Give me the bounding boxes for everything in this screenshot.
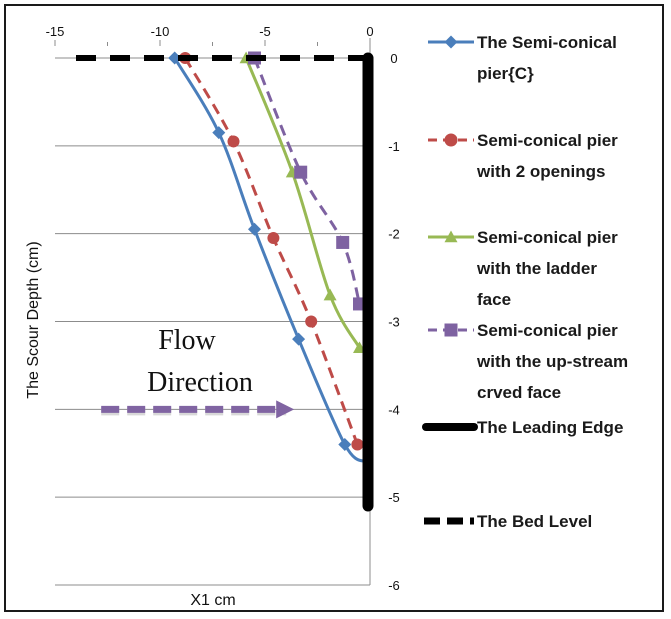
y-tick-label: -2: [388, 227, 400, 242]
x-tick-label: -10: [151, 24, 170, 39]
legend-item-5: The Leading Edge: [422, 418, 623, 437]
flow-arrow: [101, 400, 295, 419]
flow-annotation-line1: Flow: [158, 325, 216, 356]
data-point-diamond: [444, 35, 458, 49]
legend-label: pier{C}: [477, 64, 534, 83]
y-axis-title: The Scour Depth (cm): [25, 241, 42, 398]
x-tick-label: 0: [366, 24, 373, 39]
legend-label: The Bed Level: [477, 512, 592, 531]
y-tick-labels: 0 -1 -2 -3 -4 -5 -6: [388, 51, 400, 593]
data-point-circle: [305, 315, 318, 328]
series-layer: [76, 51, 374, 512]
data-point-square: [444, 323, 458, 337]
y-tick-label: -5: [388, 490, 400, 505]
data-point-square: [294, 165, 308, 179]
legend-item-1: The Semi-conical pier{C}: [428, 33, 617, 83]
legend-label: with the ladder: [476, 259, 597, 278]
data-point-diamond: [168, 51, 182, 65]
series-line: [244, 57, 361, 349]
data-point-circle: [227, 135, 240, 148]
x-tick-label: -5: [259, 24, 271, 39]
x-axis-title: X1 cm: [190, 592, 235, 609]
legend-label: with the up-stream: [476, 352, 628, 371]
legend: The Semi-conical pier{C} Semi-conical pier…: [422, 33, 628, 531]
legend-label: Semi-conical pier: [477, 228, 618, 247]
legend-label: with 2 openings: [476, 162, 605, 181]
data-point-diamond: [338, 437, 352, 451]
data-point-triangle: [444, 230, 458, 243]
legend-label: crved face: [477, 383, 561, 402]
data-point-diamond: [212, 126, 226, 140]
legend-label: The Leading Edge: [477, 418, 623, 437]
x-tick-labels: -15 -10 -5 0: [46, 24, 374, 46]
series-line: [253, 57, 361, 305]
x-tick-label: -15: [46, 24, 65, 39]
legend-item-2: Semi-conical pier with 2 openings: [428, 131, 618, 181]
data-point-circle: [351, 438, 364, 451]
y-tick-label: 0: [390, 51, 397, 66]
legend-item-6: The Bed Level: [424, 512, 592, 531]
legend-label: face: [477, 290, 511, 309]
y-tick-label: -3: [388, 315, 400, 330]
y-tick-label: -6: [388, 578, 400, 593]
y-tick-label: -4: [388, 402, 400, 417]
data-point-square: [336, 235, 350, 249]
legend-item-3: Semi-conical pier with the ladder face: [428, 228, 618, 309]
series-4: [248, 51, 366, 311]
data-point-circle: [444, 133, 458, 147]
data-point-diamond: [248, 222, 261, 236]
legend-label: The Semi-conical: [477, 33, 617, 52]
legend-label: Semi-conical pier: [477, 131, 618, 150]
data-point-triangle: [323, 288, 337, 301]
data-point-diamond: [292, 332, 306, 346]
legend-item-4: Semi-conical pier with the up-stream crved…: [428, 321, 628, 402]
data-point-circle: [267, 232, 280, 245]
flow-annotation-line2: Direction: [147, 367, 253, 398]
legend-label: Semi-conical pier: [477, 321, 618, 340]
flow-arrow-head: [276, 400, 295, 419]
series-1: [168, 51, 367, 464]
y-tick-label: -1: [388, 139, 400, 154]
